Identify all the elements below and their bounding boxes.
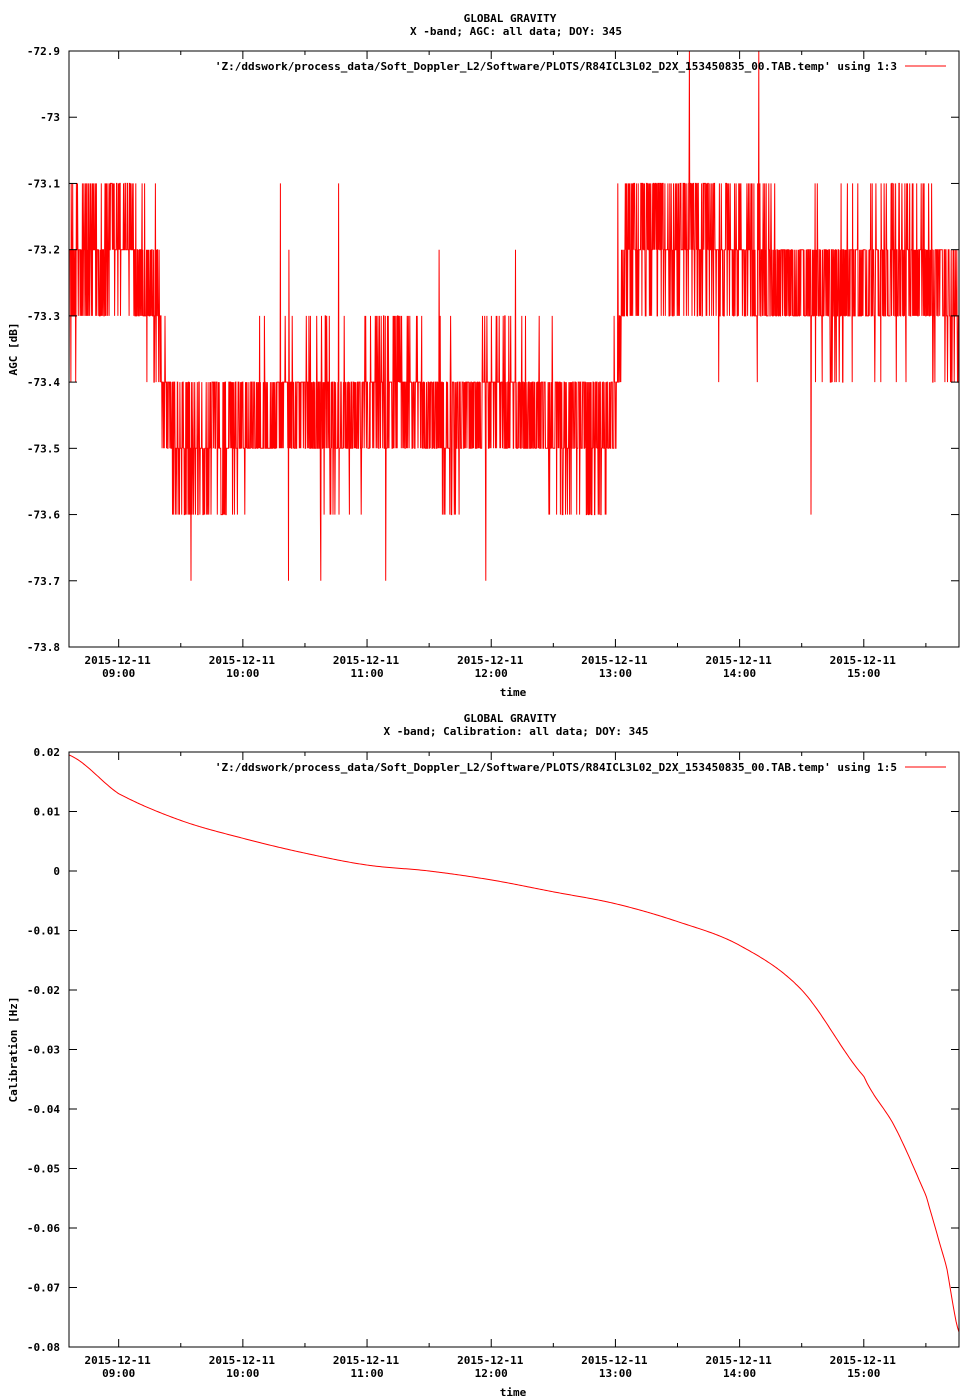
y-tick-label: -0.02 (27, 984, 60, 997)
chart-title: GLOBAL GRAVITY (464, 12, 557, 25)
y-tick-label: -73.8 (27, 641, 60, 654)
chart-subtitle: X -band; AGC: all data; DOY: 345 (410, 25, 622, 38)
y-tick-label: -73.7 (27, 575, 60, 588)
plot-frame (68, 751, 960, 1348)
legend-label: 'Z:/ddswork/process_data/Soft_Doppler_L2… (215, 761, 897, 774)
x-tick-label-time: 10:00 (226, 1367, 259, 1380)
y-tick-label: -73 (40, 111, 60, 124)
y-tick-label: -0.04 (27, 1103, 60, 1116)
x-tick-label-time: 11:00 (350, 667, 383, 680)
y-tick-label: -0.08 (27, 1341, 60, 1354)
x-tick-label-time: 15:00 (847, 667, 880, 680)
y-tick-label: -73.2 (27, 244, 60, 257)
y-axis-label: Calibration [Hz] (7, 997, 20, 1103)
x-tick-label-date: 2015-12-11 (85, 654, 152, 667)
x-tick-label-time: 09:00 (102, 667, 135, 680)
x-axis-label: time (500, 1386, 527, 1399)
y-tick-label: -0.03 (27, 1044, 60, 1057)
y-tick-label: 0.01 (34, 806, 61, 819)
x-tick-label-date: 2015-12-11 (581, 654, 648, 667)
x-tick-label-date: 2015-12-11 (705, 654, 772, 667)
x-tick-label-time: 13:00 (599, 1367, 632, 1380)
x-tick-label-date: 2015-12-11 (457, 1354, 524, 1367)
y-tick-label: -0.05 (27, 1163, 60, 1176)
y-tick-label: -0.01 (27, 925, 60, 938)
x-tick-label-date: 2015-12-11 (209, 1354, 276, 1367)
chart-title: GLOBAL GRAVITY (464, 712, 557, 725)
x-tick-label-date: 2015-12-11 (830, 1354, 897, 1367)
x-axis-label: time (500, 686, 527, 699)
y-tick-label: -0.07 (27, 1282, 60, 1295)
y-tick-label: -73.4 (27, 376, 60, 389)
x-tick-label-date: 2015-12-11 (333, 654, 400, 667)
x-tick-label-time: 15:00 (847, 1367, 880, 1380)
x-tick-label-date: 2015-12-11 (457, 654, 524, 667)
y-tick-label: -0.06 (27, 1222, 60, 1235)
y-tick-label: -73.3 (27, 310, 60, 323)
y-tick-label: -73.1 (27, 177, 60, 190)
x-tick-label-time: 12:00 (475, 667, 508, 680)
y-axis-label: AGC [dB] (7, 323, 20, 376)
x-tick-label-date: 2015-12-11 (830, 654, 897, 667)
y-tick-label: 0 (53, 865, 60, 878)
x-tick-label-date: 2015-12-11 (209, 654, 276, 667)
x-tick-label-date: 2015-12-11 (333, 1354, 400, 1367)
y-tick-label: -72.9 (27, 45, 60, 58)
series-line (68, 50, 959, 581)
x-tick-label-date: 2015-12-11 (85, 1354, 152, 1367)
x-tick-label-time: 09:00 (102, 1367, 135, 1380)
x-tick-label-time: 14:00 (723, 1367, 756, 1380)
x-tick-label-date: 2015-12-11 (705, 1354, 772, 1367)
chart-subtitle: X -band; Calibration: all data; DOY: 345 (384, 725, 649, 738)
x-tick-label-time: 13:00 (599, 667, 632, 680)
x-tick-label-time: 10:00 (226, 667, 259, 680)
legend-label: 'Z:/ddswork/process_data/Soft_Doppler_L2… (215, 60, 897, 73)
x-tick-label-time: 14:00 (723, 667, 756, 680)
x-tick-label-date: 2015-12-11 (581, 1354, 648, 1367)
plot-frame (68, 50, 960, 648)
y-tick-label: -73.6 (27, 509, 60, 522)
x-tick-label-time: 12:00 (475, 1367, 508, 1380)
y-tick-label: -73.5 (27, 442, 60, 455)
x-tick-label-time: 11:00 (350, 1367, 383, 1380)
y-tick-label: 0.02 (34, 746, 61, 759)
series-line (68, 754, 960, 1333)
